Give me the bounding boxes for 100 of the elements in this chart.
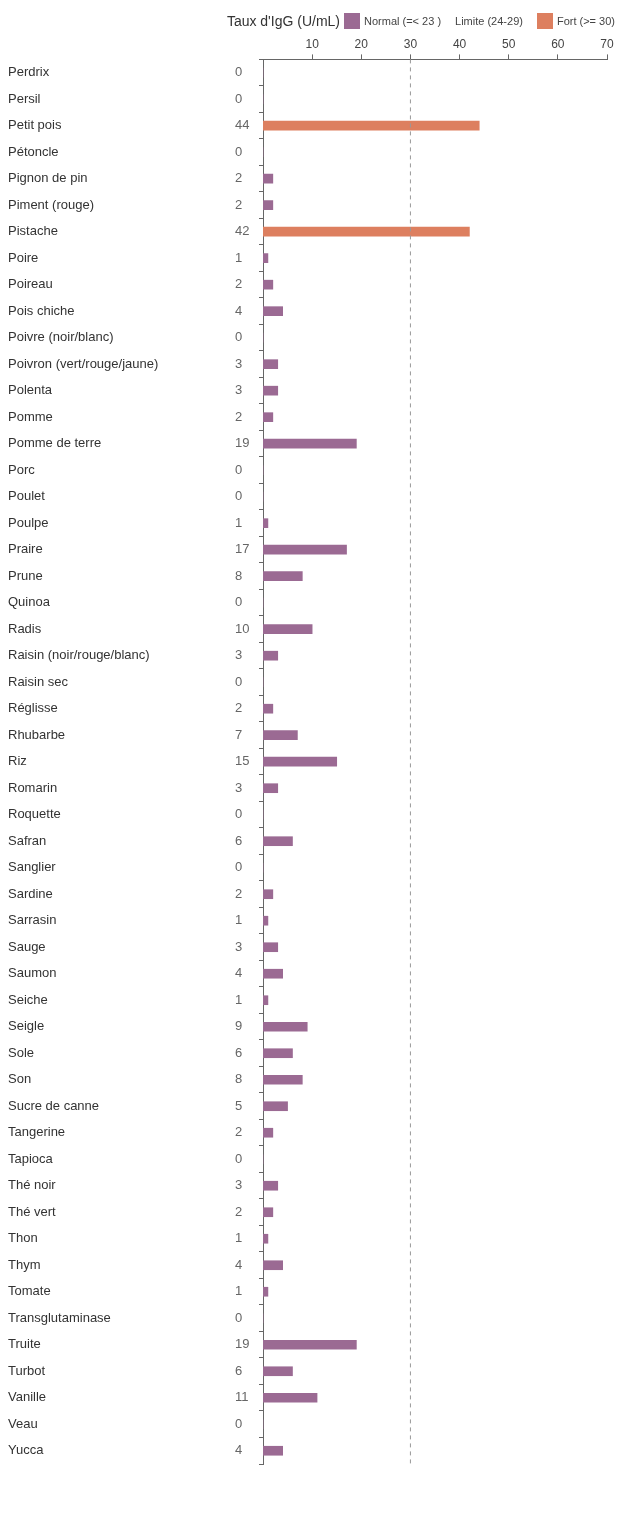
data-label: 15: [235, 753, 250, 769]
y-tick-label: Pistache: [8, 223, 58, 239]
data-label: 1: [235, 912, 243, 928]
y-tick-label: Poulpe: [8, 514, 49, 530]
x2-tick-label: 70: [600, 36, 614, 51]
bar: [263, 889, 274, 900]
data-label: 0: [235, 1309, 243, 1325]
bar: [263, 968, 283, 979]
data-label: 0: [235, 673, 243, 689]
bar: [263, 359, 279, 369]
bar: [263, 756, 338, 767]
data-label: 1: [235, 249, 243, 265]
data-label: 2: [235, 170, 243, 186]
data-label: 0: [235, 90, 243, 106]
bar: [263, 703, 274, 714]
bar: [263, 1207, 274, 1218]
y-tick-label: Réglisse: [8, 700, 58, 716]
bar: [263, 571, 303, 582]
data-label: 42: [235, 223, 250, 239]
bar: [263, 1101, 288, 1112]
bar: [263, 279, 274, 290]
y-tick-label: Son: [8, 1071, 32, 1087]
bar: [263, 995, 269, 1006]
data-label: 4: [235, 1256, 243, 1272]
bar: [263, 1127, 274, 1138]
data-label: 4: [235, 1442, 243, 1458]
data-label: 2: [235, 885, 243, 901]
data-label: 6: [235, 832, 243, 848]
y-tick-label: Sardine: [8, 885, 53, 901]
y-tick-label: Raisin sec: [8, 673, 69, 689]
bar: [263, 120, 480, 131]
data-label: 2: [235, 1203, 243, 1219]
bar: [263, 544, 347, 555]
data-label: 2: [235, 1124, 243, 1140]
y-tick-label: Tangerine: [8, 1124, 66, 1140]
bar: [263, 173, 274, 184]
bar: [263, 306, 283, 316]
y-tick-label: Truite: [8, 1336, 41, 1352]
y-tick-label: Vanille: [8, 1389, 47, 1405]
data-label: 17: [235, 541, 250, 557]
y-tick-label: Radis: [8, 620, 42, 636]
data-label: 0: [235, 1415, 243, 1431]
data-label: 0: [235, 329, 243, 345]
bar: [263, 385, 279, 396]
data-label: 1: [235, 991, 243, 1007]
bar: [263, 624, 313, 635]
x2-tick-label: 40: [452, 36, 467, 51]
y-tick-label: Perdrix: [8, 64, 50, 80]
bar: [263, 915, 269, 926]
y-tick-label: Polenta: [8, 382, 53, 398]
y-tick-label: Sauge: [8, 938, 46, 954]
x2-tick-label: 60: [551, 36, 565, 51]
data-label: 3: [235, 1177, 243, 1193]
bar: [263, 1074, 303, 1085]
data-label: 10: [235, 620, 250, 636]
y-tick-label: Pois chiche: [8, 302, 75, 318]
data-label: 3: [235, 938, 243, 954]
data-label: 19: [235, 1336, 250, 1352]
bar: [263, 1445, 283, 1456]
y-tick-label: Poulet: [8, 488, 46, 504]
data-label: 8: [235, 567, 243, 583]
data-label: 1: [235, 1283, 243, 1299]
y-tick-label: Turbot: [8, 1362, 46, 1378]
y-tick-label: Seigle: [8, 1018, 45, 1034]
y-tick-label: Petit pois: [8, 117, 62, 133]
data-label: 5: [235, 1097, 243, 1113]
y-tick-label: Thé noir: [8, 1177, 57, 1193]
data-label: 1: [235, 1230, 243, 1246]
y-tick-label: Sarrasin: [8, 912, 57, 928]
data-label: 0: [235, 806, 243, 822]
bar: [263, 1260, 283, 1271]
y-tick-label: Pignon de pin: [8, 170, 88, 186]
bar: [263, 1286, 269, 1297]
data-label: 0: [235, 143, 243, 159]
y-tick-label: Poivron (vert/rouge/jaune): [8, 355, 159, 371]
y-tick-label: Poireau: [8, 276, 53, 292]
y-tick-label: Poire: [8, 249, 39, 265]
data-label: 1: [235, 514, 243, 530]
data-label: 3: [235, 355, 243, 371]
data-label: 8: [235, 1071, 243, 1087]
y-tick-label: Porc: [8, 461, 36, 477]
bar: [263, 1048, 293, 1059]
data-label: 2: [235, 196, 243, 212]
bar: [263, 1233, 269, 1244]
y-tick-label: Pétoncle: [8, 143, 59, 159]
y-tick-label: Tomate: [8, 1283, 51, 1299]
legend-label: Normal (=< 23 ): [363, 14, 442, 29]
y-tick-label: Quinoa: [8, 594, 51, 610]
data-label: 0: [235, 64, 243, 80]
bar: [263, 1339, 357, 1350]
data-label: 19: [235, 435, 250, 451]
legend-title: Taux d'IgG (U/mL): [226, 13, 341, 29]
data-label: 2: [235, 276, 243, 292]
data-label: 0: [235, 594, 243, 610]
data-label: 0: [235, 859, 243, 875]
y-tick-label: Thon: [8, 1230, 38, 1246]
data-label: 44: [235, 117, 250, 133]
bar: [263, 226, 470, 237]
data-label: 4: [235, 302, 243, 318]
data-label: 0: [235, 488, 243, 504]
